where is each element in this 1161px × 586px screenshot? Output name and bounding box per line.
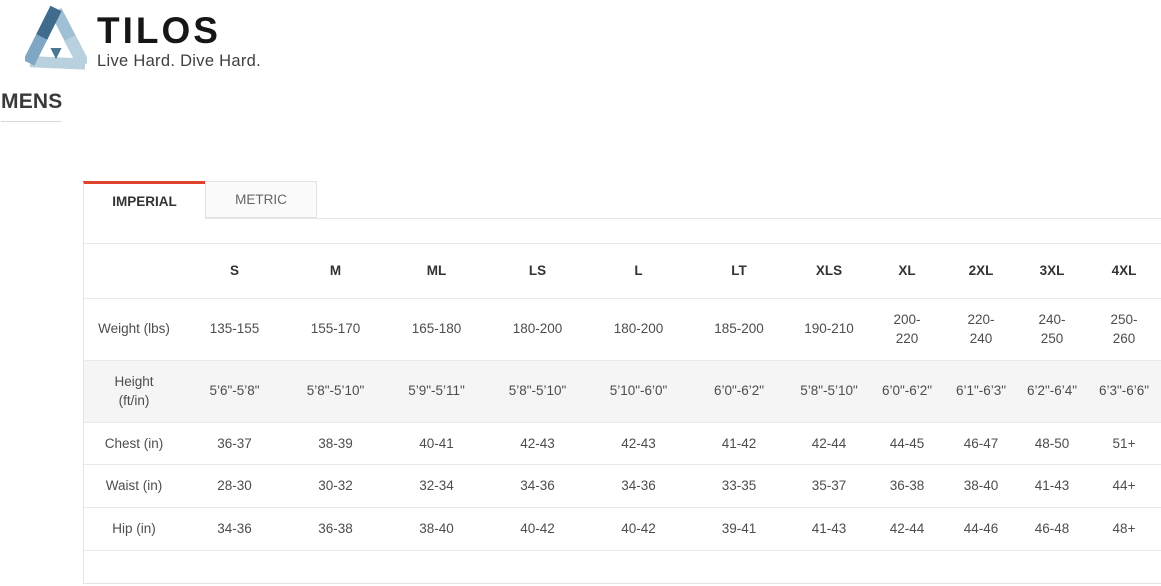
size-value-cell: 42-43 [621,435,656,451]
size-chart-table: S M ML LS L LT XLS XL 2XL 3XL 4XL Weight (lbs) 135-… [84,243,1161,551]
size-value-cell: 240- 250 [1038,311,1066,347]
size-value-cell: 165-180 [411,321,462,337]
size-column-header: ML [426,263,447,278]
size-value-cell: 40-42 [621,520,656,536]
size-value-cell: 6’0"-6’2" [881,383,933,399]
size-value-cell: 5’8"-5’10" [306,383,365,399]
size-value-cell: 5’6"-5’8" [209,383,260,399]
tilos-triangle-icon [25,6,87,70]
size-value-cell: 28-30 [217,478,252,494]
size-chart-panel: S M ML LS L LT XLS XL 2XL 3XL 4XL Weight (lbs) 135-… [83,218,1161,584]
size-value-cell: 36-37 [217,435,252,451]
size-value-cell: 6’3"-6’6" [1098,383,1150,399]
size-value-cell: 51+ [1112,435,1136,451]
size-value-cell: 200- 220 [893,311,921,347]
size-value-cell: 35-37 [811,478,847,494]
size-column-header: 2XL [968,263,994,278]
size-column-header: LS [528,263,547,278]
size-value-cell: 46-48 [1034,520,1070,536]
size-value-cell: 41-43 [1034,478,1070,494]
size-value-cell: 5’10"-6’0" [609,383,668,399]
size-value-cell: 32-34 [419,478,454,494]
brand-tagline: Live Hard. Dive Hard. [97,52,262,70]
tab-imperial[interactable]: IMPERIAL [83,181,206,219]
size-value-cell: 38-39 [318,435,353,451]
size-value-cell: 155-170 [310,321,361,337]
size-value-cell: 38-40 [419,520,454,536]
row-label: Height (ft/in) [114,373,154,409]
measurement-row: Chest (in) 36-37 38-39 40-41 42-43 42-43 41-42… [84,422,1161,465]
size-value-cell: 5’9"-5’11" [408,383,465,399]
size-column-header: L [634,263,643,278]
size-value-cell: 44-45 [889,435,925,451]
corner-cell [84,244,184,299]
size-value-cell: 39-41 [721,520,757,536]
size-column-header: 3XL [1039,263,1065,278]
row-label: Chest (in) [104,435,164,451]
size-value-cell: 5’8"-5’10" [800,383,858,399]
row-label: Weight (lbs) [98,321,170,337]
measurement-row: Height (ft/in) 5’6"-5’8" 5’8"-5’10" 5’9"-5’… [84,360,1161,423]
page-title: MENS [1,90,63,122]
size-value-cell: 44-46 [963,520,999,536]
size-column-header: 4XL [1111,263,1137,278]
size-value-cell: 42-43 [520,435,555,451]
size-value-cell: 6’1"-6’3" [955,383,1007,399]
size-value-cell: 48+ [1112,520,1136,536]
brand-text: TILOS Live Hard. Dive Hard. [97,6,261,71]
size-value-cell: 135-155 [209,321,260,337]
size-value-cell: 36-38 [318,520,353,536]
size-chart-body: Weight (lbs) 135-155 155-170 165-180 180-200… [84,298,1161,550]
size-value-cell: 41-43 [811,520,847,536]
size-value-cell: 40-41 [419,435,454,451]
size-value-cell: 6’0"-6’2" [713,383,765,399]
size-column-header: S [229,263,239,278]
size-column-header: LT [731,263,747,278]
size-value-cell: 42-44 [889,520,925,536]
measurement-row: Hip (in) 34-36 36-38 38-40 40-42 40-42 39-41 41… [84,507,1161,550]
size-value-cell: 185-200 [714,321,764,337]
size-value-cell: 220- 240 [967,311,995,347]
size-value-cell: 180-200 [613,321,664,337]
size-value-cell: 5’8"-5’10" [508,383,567,399]
size-value-cell: 30-32 [318,478,353,494]
size-value-cell: 48-50 [1034,435,1070,451]
measurement-row: Waist (in) 28-30 30-32 32-34 34-36 34-36 33-35… [84,465,1161,508]
size-value-cell: 40-42 [520,520,555,536]
tab-metric[interactable]: METRIC [205,181,317,218]
size-value-cell: 38-40 [963,478,999,494]
size-value-cell: 33-35 [721,478,757,494]
size-value-cell: 34-36 [621,478,656,494]
unit-tabs: IMPERIAL METRIC [83,181,317,219]
size-value-cell: 190-210 [804,321,854,337]
size-value-cell: 34-36 [217,520,252,536]
size-value-cell: 250- 260 [1110,311,1138,347]
row-label: Hip (in) [112,520,156,536]
size-column-header: XLS [815,263,843,278]
measurement-row: Weight (lbs) 135-155 155-170 165-180 180-200… [84,298,1161,361]
size-value-cell: 44+ [1112,478,1136,494]
brand-logo: TILOS Live Hard. Dive Hard. [25,6,261,74]
size-header-row: S M ML LS L LT XLS XL 2XL 3XL 4XL [84,243,1161,299]
size-value-cell: 180-200 [512,321,563,337]
size-value-cell: 6’2"-6’4" [1026,383,1078,399]
size-value-cell: 34-36 [520,478,555,494]
size-value-cell: 36-38 [889,478,925,494]
size-value-cell: 41-42 [721,435,757,451]
brand-name: TILOS [97,10,221,51]
row-label: Waist (in) [105,478,163,494]
size-value-cell: 42-44 [811,435,847,451]
size-value-cell: 46-47 [963,435,999,451]
size-column-header: M [329,263,342,278]
size-column-header: XL [898,263,916,278]
